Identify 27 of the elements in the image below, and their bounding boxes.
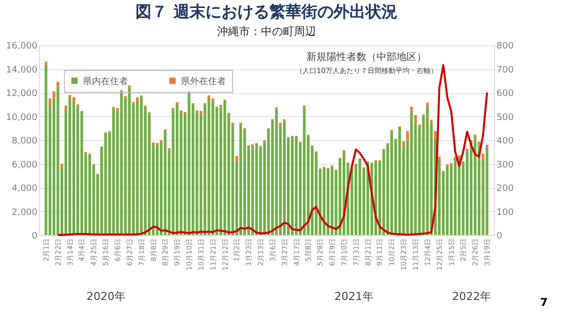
y2-tick-label: 300 <box>496 160 514 170</box>
y-tick-label: 6,000 <box>12 160 38 170</box>
y-tick-label: 4,000 <box>12 184 38 194</box>
text: 2022年 <box>452 290 492 303</box>
y2-tick-label: 800 <box>496 42 514 52</box>
y2-tick-label: 0 <box>496 232 502 242</box>
y2-tick-label: 700 <box>496 65 514 76</box>
text: 2021年 <box>334 290 374 303</box>
y2-tick-label: 100 <box>496 208 514 218</box>
legend-label: 県外在住者 <box>181 76 226 87</box>
y-tick-label: 12,000 <box>6 89 38 99</box>
y-tick-label: 2,000 <box>12 208 38 218</box>
text: 7 <box>540 296 548 309</box>
y2-tick-label: 200 <box>496 184 514 194</box>
chart-title: 図７ 週末における繁華街の外出状況 <box>136 2 398 21</box>
y2-tick-label: 400 <box>496 136 514 146</box>
legend-label: 県内在住者 <box>83 76 128 87</box>
series-label: 新規陽性者数（中部地区） <box>306 51 427 63</box>
y-tick-label: 8,000 <box>12 136 38 146</box>
chart-subtitle: 沖縄市：中の町周辺 <box>217 25 316 38</box>
y-tick-label: 0 <box>32 232 38 242</box>
y2-tick-label: 600 <box>496 89 514 99</box>
y-tick-label: 14,000 <box>6 65 38 76</box>
y2-tick-label: 500 <box>496 112 514 123</box>
y-tick-label: 10,000 <box>6 112 38 123</box>
y-tick-label: 16,000 <box>6 42 38 52</box>
text: 2020年 <box>86 290 126 303</box>
